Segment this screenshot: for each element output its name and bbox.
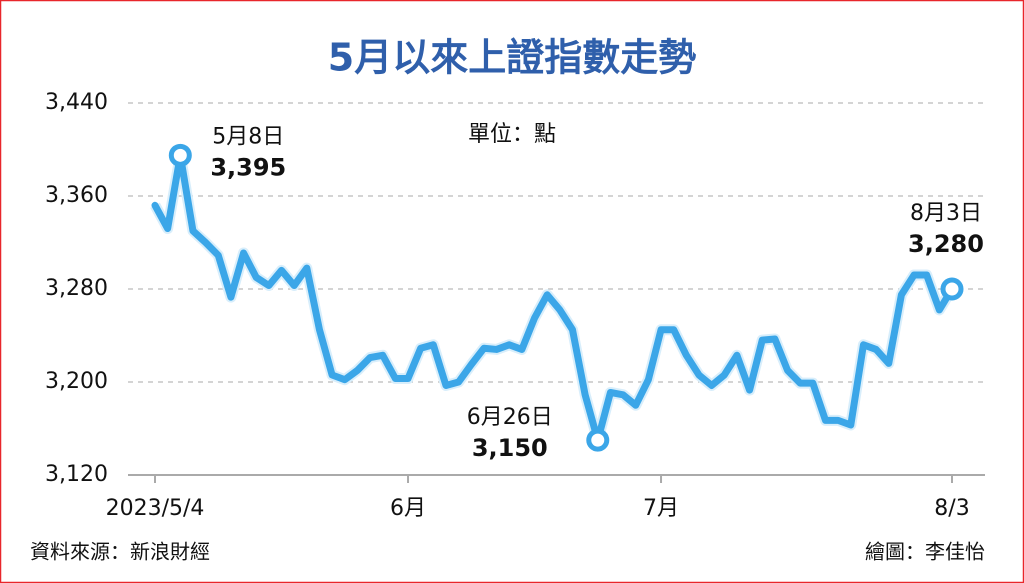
annotation-date: 5月8日: [212, 124, 284, 149]
x-tick-label: 8/3: [934, 496, 969, 521]
x-tick-label: 6月: [390, 496, 426, 521]
annotation-value: 3,395: [210, 153, 286, 181]
annotation-date: 8月3日: [910, 201, 982, 226]
y-tick-label: 3,280: [45, 276, 108, 301]
y-tick-label: 3,440: [45, 90, 108, 115]
credit-label: 繪圖：李佳怡: [865, 540, 985, 564]
line: [151, 151, 956, 444]
highlight-point: [940, 277, 964, 301]
highlight-point: [168, 143, 192, 167]
y-tick-label: 3,200: [45, 369, 108, 394]
unit-label: 單位：點: [468, 122, 556, 147]
x-tick-label: 2023/5/4: [106, 496, 205, 521]
annotation-value: 3,280: [908, 230, 984, 258]
y-tick-label: 3,120: [45, 462, 108, 487]
y-tick-label: 3,360: [45, 183, 108, 208]
highlight-point: [586, 428, 610, 452]
annotation-date: 6月26日: [467, 405, 553, 430]
x-tick-label: 7月: [643, 496, 679, 521]
annotation-value: 3,150: [472, 434, 548, 462]
source-label: 資料來源：新浪財經: [30, 540, 210, 564]
chart-title: 5月以來上證指數走勢: [328, 36, 696, 80]
